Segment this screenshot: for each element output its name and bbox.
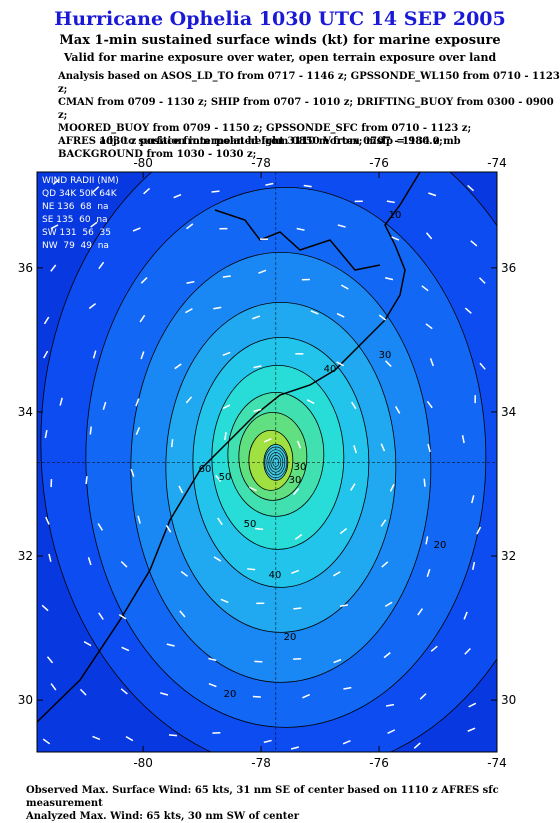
plot: 10 20 20 20 30 30 40 40 50 50 60 30 — [37, 112, 560, 772]
y-tick-label: 32 — [18, 549, 33, 563]
wind-vector — [86, 476, 87, 484]
y-tick-label: 34 — [501, 405, 516, 419]
x-tick-label: -74 — [487, 756, 507, 770]
radii-text: SW 131 56 35 — [42, 228, 111, 238]
contour-label: 20 — [284, 632, 297, 643]
radii-text: QD 34K 50K 64K — [42, 189, 118, 199]
wind-vector — [172, 439, 173, 447]
x-tick-label: -76 — [369, 756, 389, 770]
wind-vector — [247, 569, 255, 570]
x-tick-label: -80 — [133, 156, 153, 170]
footer-line: Observed Max. Surface Wind: 65 kts, 31 n… — [26, 784, 560, 810]
contour-label: 30 — [289, 475, 302, 486]
contour-label: 10 — [389, 210, 402, 221]
x-tick-label: -76 — [369, 156, 389, 170]
contour-label: 20 — [224, 689, 237, 700]
radii-text: NE 136 68 na — [42, 202, 109, 212]
wind-vector — [293, 608, 301, 609]
y-tick-label: 30 — [18, 693, 33, 707]
contour-label: 20 — [434, 540, 447, 551]
x-tick-label: -74 — [487, 156, 507, 170]
contour-label: 40 — [324, 364, 337, 375]
y-tick-label: 30 — [501, 693, 516, 707]
contour-label: 40 — [269, 570, 282, 581]
contour-label: 30 — [294, 462, 307, 473]
y-tick-label: 32 — [501, 549, 516, 563]
wind-vector — [212, 191, 220, 192]
contour-label: 50 — [219, 472, 232, 483]
radii-text: SE 135 60 na — [42, 215, 108, 225]
radii-text: NW 79 49 na — [42, 241, 109, 251]
y-tick-label: 36 — [501, 261, 516, 275]
x-tick-label: -80 — [133, 756, 153, 770]
wind-vector — [169, 735, 177, 736]
radii-text: WIND RADII (NM) — [42, 176, 119, 186]
wind-vector — [90, 426, 91, 434]
contour-label: 50 — [244, 519, 257, 530]
footer-line: Analyzed Max. Wind: 65 kts, 30 nm SW of … — [26, 810, 560, 823]
y-tick-label: 36 — [18, 261, 33, 275]
x-tick-label: -78 — [251, 756, 271, 770]
map: 10 20 20 20 30 30 40 40 50 50 60 30 -80 -80 -78 -78 -76… — [0, 0, 560, 780]
x-tick-label: -78 — [251, 156, 271, 170]
y-tick-label: 34 — [18, 405, 33, 419]
footer: Observed Max. Surface Wind: 65 kts, 31 n… — [26, 784, 560, 823]
contour-label: 30 — [379, 350, 392, 361]
contour-label: 60 — [199, 464, 212, 475]
wind-vector — [424, 479, 425, 487]
